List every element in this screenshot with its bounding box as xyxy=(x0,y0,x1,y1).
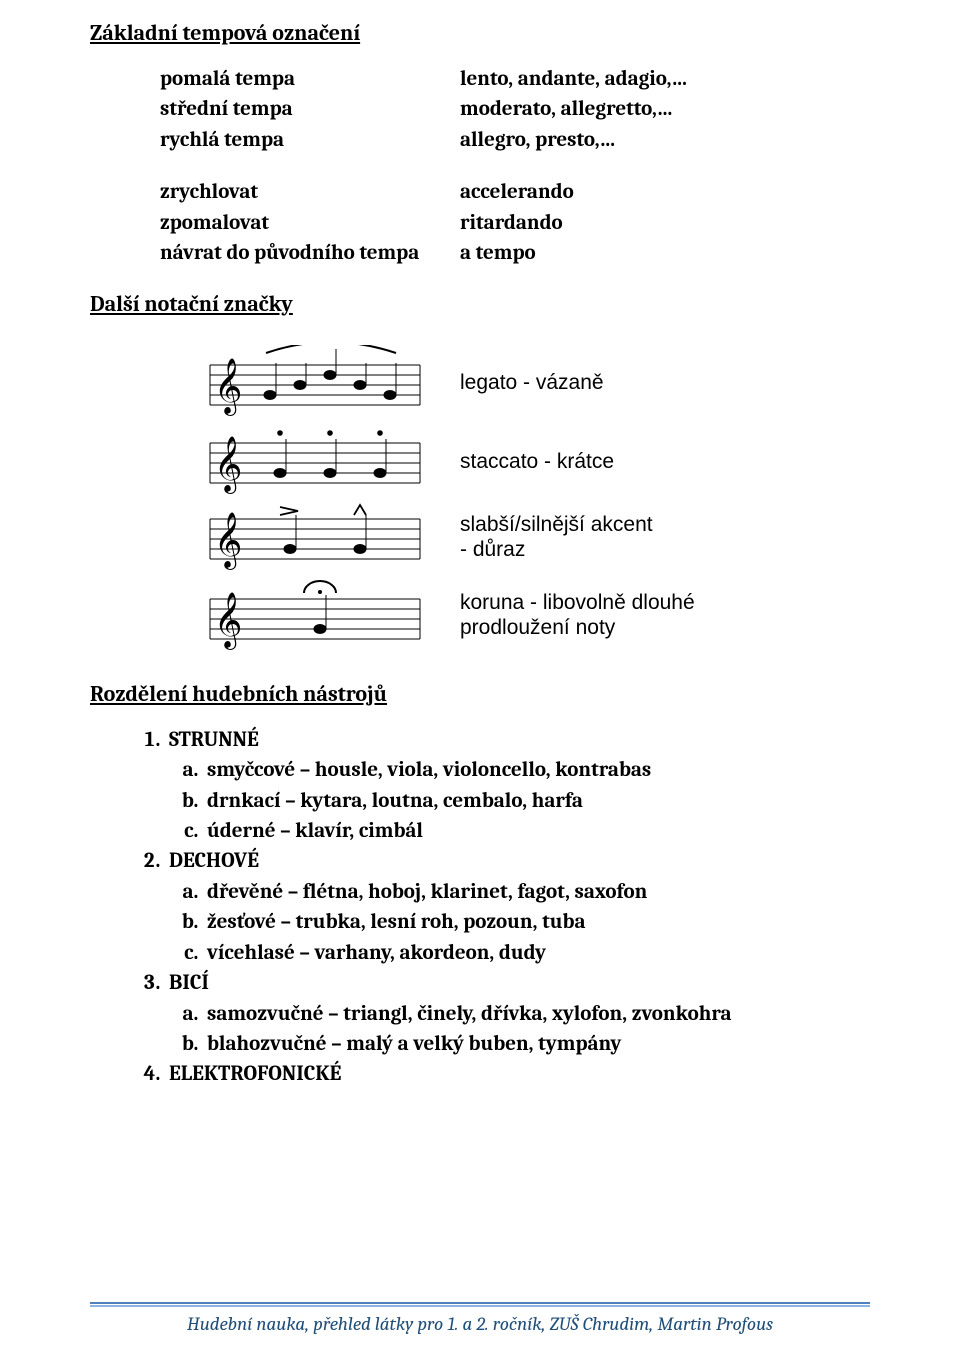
heading-notation: Další notační značky xyxy=(90,291,870,317)
list-item: BICÍ samozvučné – triangl, činely, dřívk… xyxy=(165,968,870,1059)
tempo-left: zpomalovat xyxy=(160,208,460,238)
notation-label: slabší/silnější akcent - důraz xyxy=(460,513,653,561)
tempo-left: návrat do původního tempa xyxy=(160,238,460,268)
tempo-row: zrychlovat accelerando xyxy=(160,177,870,207)
tempo-group-2: zrychlovat accelerando zpomalovat ritard… xyxy=(160,177,870,268)
list-item: ELEKTROFONICKÉ xyxy=(165,1059,870,1089)
tempo-left: pomalá tempa xyxy=(160,64,460,94)
tempo-right: accelerando xyxy=(460,177,870,207)
notation-figure: 𝄞 legato - vázaně xyxy=(170,345,870,653)
list-item: vícehlasé – varhany, akordeon, dudy xyxy=(203,938,870,968)
notation-label: legato - vázaně xyxy=(460,371,604,395)
list-item: STRUNNÉ smyčcové – housle, viola, violon… xyxy=(165,725,870,847)
footer-text: Hudební nauka, přehled látky pro 1. a 2.… xyxy=(90,1313,870,1335)
notation-row-fermata: 𝄞 koruna - libovolně dlouhé prodloužení … xyxy=(170,579,870,653)
tempo-right: allegro, presto,… xyxy=(460,125,870,155)
page: Základní tempová označení pomalá tempa l… xyxy=(0,0,960,1363)
treble-clef-icon: 𝄞 xyxy=(214,513,242,570)
notation-row-staccato: 𝄞 staccato - krátce xyxy=(170,427,870,497)
page-footer: Hudební nauka, přehled látky pro 1. a 2.… xyxy=(90,1305,870,1335)
tempo-row: střední tempa moderato, allegretto,… xyxy=(160,94,870,124)
instrument-category: STRUNNÉ xyxy=(169,728,259,752)
staff-accent-icon: 𝄞 xyxy=(170,503,430,573)
tempo-group-1: pomalá tempa lento, andante, adagio,… st… xyxy=(160,64,870,155)
list-item: žesťové – trubka, lesní roh, pozoun, tub… xyxy=(203,907,870,937)
heading-tempo: Základní tempová označení xyxy=(90,20,870,46)
tempo-left: střední tempa xyxy=(160,94,460,124)
tempo-row: návrat do původního tempa a tempo xyxy=(160,238,870,268)
notation-label: koruna - libovolně dlouhé prodloužení no… xyxy=(460,591,695,639)
list-item: smyčcové – housle, viola, violoncello, k… xyxy=(203,755,870,785)
notation-label: staccato - krátce xyxy=(460,450,614,474)
instrument-category: DECHOVÉ xyxy=(169,849,259,873)
tempo-row: pomalá tempa lento, andante, adagio,… xyxy=(160,64,870,94)
instrument-category: ELEKTROFONICKÉ xyxy=(169,1062,341,1086)
instrument-category: BICÍ xyxy=(169,971,209,995)
list-item: samozvučné – triangl, činely, dřívka, xy… xyxy=(203,999,870,1029)
instrument-list: STRUNNÉ smyčcové – housle, viola, violon… xyxy=(135,725,870,1090)
notation-row-accent: 𝄞 slabší/silnější akcent - důraz xyxy=(170,503,870,573)
tempo-left: rychlá tempa xyxy=(160,125,460,155)
footer-divider xyxy=(90,1305,870,1307)
list-item: drnkací – kytara, loutna, cembalo, harfa xyxy=(203,786,870,816)
staff-staccato-icon: 𝄞 xyxy=(170,427,430,497)
tempo-right: ritardando xyxy=(460,208,870,238)
tempo-row: zpomalovat ritardando xyxy=(160,208,870,238)
list-item: blahozvučné – malý a velký buben, tympán… xyxy=(203,1029,870,1059)
tempo-right: moderato, allegretto,… xyxy=(460,94,870,124)
tempo-right: lento, andante, adagio,… xyxy=(460,64,870,94)
treble-clef-icon: 𝄞 xyxy=(214,593,242,650)
tempo-left: zrychlovat xyxy=(160,177,460,207)
staff-fermata-icon: 𝄞 xyxy=(170,579,430,653)
list-item: úderné – klavír, cimbál xyxy=(203,816,870,846)
list-item: dřevěné – flétna, hoboj, klarinet, fagot… xyxy=(203,877,870,907)
tempo-row: rychlá tempa allegro, presto,… xyxy=(160,125,870,155)
tempo-right: a tempo xyxy=(460,238,870,268)
heading-instruments: Rozdělení hudebních nástrojů xyxy=(90,681,870,707)
staff-legato-icon: 𝄞 xyxy=(170,345,430,421)
treble-clef-icon: 𝄞 xyxy=(214,359,242,416)
list-item: DECHOVÉ dřevěné – flétna, hoboj, klarine… xyxy=(165,846,870,968)
treble-clef-icon: 𝄞 xyxy=(214,437,242,494)
notation-row-legato: 𝄞 legato - vázaně xyxy=(170,345,870,421)
